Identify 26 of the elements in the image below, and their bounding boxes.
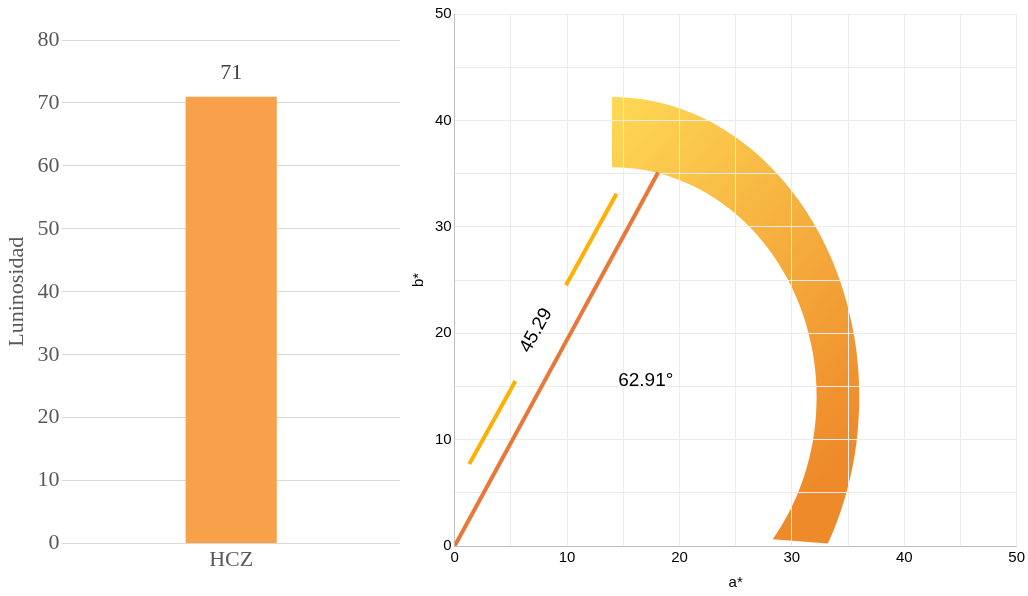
- x-tick-label: 40: [895, 548, 913, 566]
- y-tick-label: 30: [435, 216, 452, 234]
- y-tick-label: 0: [443, 536, 452, 554]
- y-tick-label: 30: [37, 340, 60, 366]
- y-tick-label: 20: [435, 323, 452, 341]
- y-tick-label: 40: [435, 110, 452, 128]
- y-tick-label: 10: [37, 466, 60, 492]
- x-tick-label: 50: [1008, 548, 1025, 566]
- y-tick-label: 50: [37, 214, 60, 240]
- y-tick-label: 80: [37, 25, 60, 51]
- annotation: 45.29: [514, 304, 556, 356]
- y-axis-title: Luninosidad: [2, 236, 28, 347]
- x-axis-title: a*: [728, 573, 743, 591]
- y-tick-label: 40: [37, 277, 60, 303]
- x-tick-label: 20: [671, 548, 688, 566]
- y-axis-title: b*: [409, 272, 427, 288]
- annotation: 62.91°: [618, 369, 674, 391]
- y-tick-label: 60: [37, 151, 60, 177]
- y-tick-label: 50: [435, 4, 452, 22]
- x-tick-label: 10: [558, 548, 576, 566]
- y-tick-label: 10: [435, 429, 452, 447]
- y-tick-label: 20: [37, 403, 60, 429]
- data-label: 71: [220, 59, 243, 85]
- x-tick-label: HCZ: [209, 545, 254, 571]
- y-tick-label: 70: [37, 88, 60, 114]
- x-tick-label: 30: [783, 548, 801, 566]
